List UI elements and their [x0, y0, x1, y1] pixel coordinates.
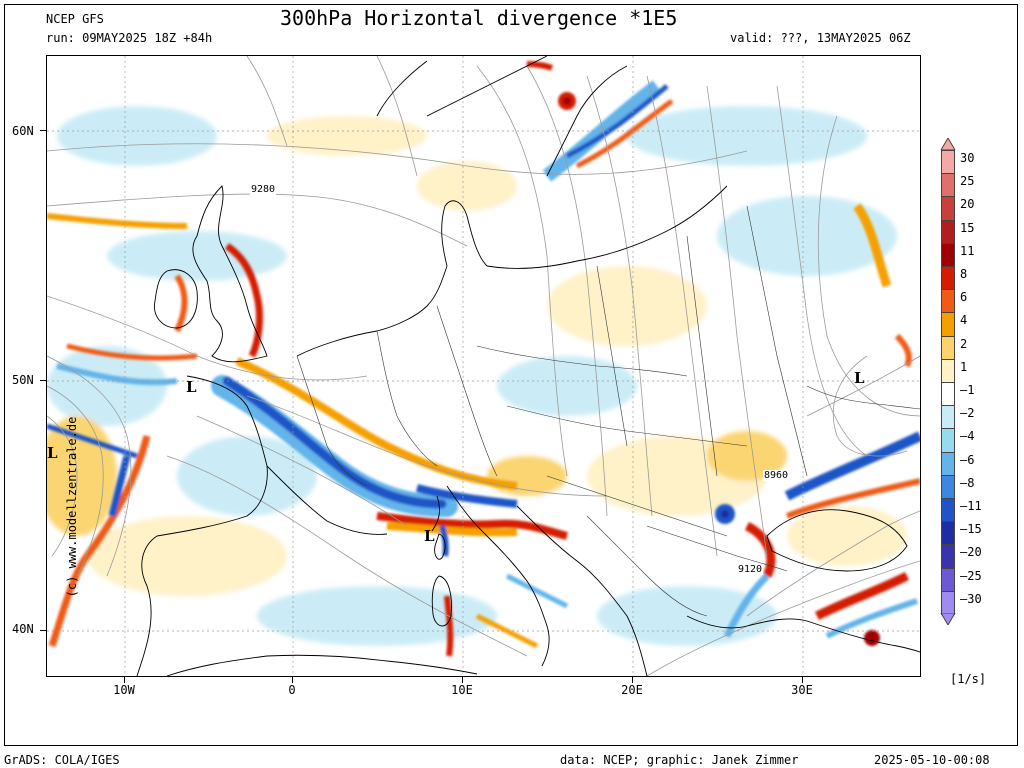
legend-level-label: –4 [960, 429, 975, 444]
copyright-credit: (c) www.modellzentrale.de [65, 416, 79, 598]
legend-swatch [941, 289, 955, 314]
legend-swatch [941, 358, 955, 383]
legend-swatch [941, 382, 955, 407]
geopotential-contours [47, 56, 920, 676]
lon-label-10e: 10E [451, 683, 473, 697]
low-pressure-marker: L [424, 527, 435, 545]
lon-tick [462, 677, 463, 683]
legend-level-label: 15 [960, 220, 975, 235]
lon-label-0: 0 [288, 683, 296, 697]
legend-level-label: 8 [960, 267, 968, 281]
footer-credit: data: NCEP; graphic: Janek Zimmer [560, 753, 799, 767]
lon-tick [632, 677, 633, 683]
legend-level-label: –11 [960, 499, 982, 513]
legend-swatch [941, 405, 955, 430]
legend-swatch [941, 219, 955, 244]
legend-level-label: –8 [960, 475, 975, 490]
legend-level-label: –30 [960, 591, 982, 606]
divergence-map [46, 55, 921, 677]
legend-level-label: 2 [960, 336, 968, 351]
legend-swatch [941, 498, 955, 523]
model-name: NCEP GFS [46, 12, 104, 26]
low-pressure-marker: L [47, 444, 58, 462]
legend-swatch [941, 567, 955, 592]
legend-level-label: –15 [960, 522, 982, 537]
legend-level-label: –2 [960, 406, 975, 421]
legend-level-label: 11 [960, 243, 975, 258]
legend-swatch [941, 428, 955, 453]
lat-tick [40, 130, 46, 131]
legend-swatch [941, 544, 955, 569]
lat-label-40n: 40N [12, 622, 34, 636]
legend-swatch [941, 335, 955, 360]
legend-level-label: –20 [960, 545, 982, 560]
legend-level-label: 25 [960, 174, 975, 189]
lat-tick [40, 380, 46, 381]
country-borders [296, 205, 920, 617]
legend-swatch [941, 150, 955, 175]
legend-swatch [941, 474, 955, 499]
legend-bottom-arrow [940, 613, 956, 625]
lon-tick [124, 677, 125, 683]
lon-label-10w: 10W [113, 683, 135, 697]
lat-label-60n: 60N [12, 124, 34, 138]
legend-level-label: 20 [960, 197, 975, 212]
valid-time: valid: ???, 13MAY2025 06Z [730, 31, 911, 45]
legend-level-label: –1 [960, 383, 975, 397]
footer-grads: GrADS: COLA/IGES [4, 753, 120, 767]
legend-level-label: 30 [960, 151, 975, 165]
figure-frame [4, 4, 1018, 746]
legend-level-label: 1 [960, 359, 968, 374]
lat-label-50n: 50N [12, 373, 34, 387]
coastlines [136, 56, 920, 676]
low-pressure-marker: L [854, 369, 865, 387]
contour-label: 9280 [250, 184, 277, 195]
lon-label-30e: 30E [791, 683, 813, 697]
run-info: run: 09MAY2025 18Z +84h [46, 31, 213, 45]
legend-swatch [941, 590, 955, 615]
contour-label: 9120 [737, 564, 764, 575]
legend-top-arrow [940, 138, 956, 150]
legend-swatch [941, 173, 955, 198]
graticule [47, 56, 920, 676]
legend-swatch [941, 521, 955, 546]
legend-swatch [941, 196, 955, 221]
lon-label-20e: 20E [621, 683, 643, 697]
legend-swatch [941, 451, 955, 476]
legend-swatch [941, 242, 955, 267]
lon-tick [802, 677, 803, 683]
lon-tick [292, 677, 293, 683]
footer-timestamp: 2025-05-10-00:08 [874, 753, 990, 767]
legend-unit: [1/s] [950, 672, 987, 686]
legend-swatch [941, 312, 955, 337]
low-pressure-marker: L [186, 378, 197, 396]
lat-tick [40, 630, 46, 631]
contour-label: 8960 [763, 470, 790, 481]
legend-level-label: 4 [960, 313, 968, 328]
legend-level-label: 6 [960, 290, 968, 305]
map-title: 300hPa Horizontal divergence *1E5 [280, 6, 678, 30]
legend-swatch [941, 266, 955, 291]
legend-level-label: –25 [960, 568, 982, 583]
legend-level-label: –6 [960, 452, 975, 467]
